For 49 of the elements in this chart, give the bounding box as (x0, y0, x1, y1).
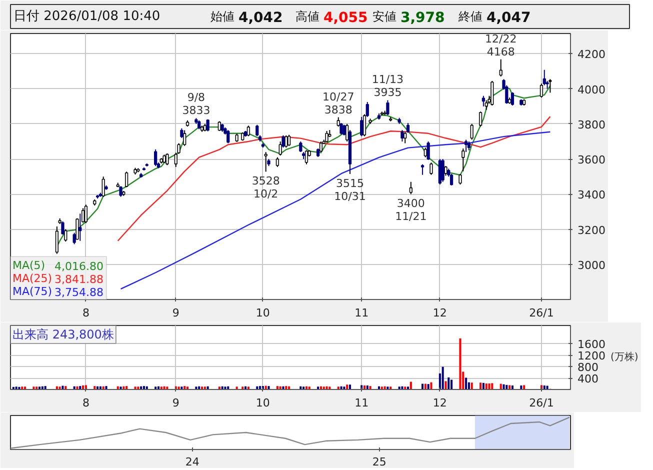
annotation: 9/8 3833 (182, 91, 210, 118)
x-tick-label: 26/1 (529, 396, 554, 410)
text: 始値 (210, 10, 234, 24)
annotation: 12/22 4168 (485, 32, 517, 58)
y-tick-label: 3600 (578, 154, 606, 167)
y-tick-label: 3400 (578, 188, 606, 202)
x-tick-label: 12 (432, 306, 447, 320)
x-tick-label: 25 (372, 456, 386, 468)
chart-title: 出来高 243,800株 (12, 328, 114, 342)
text: 3,978 (400, 10, 445, 26)
y-tick-label: 3200 (578, 224, 606, 237)
x-tick-label: 8 (82, 306, 90, 320)
x-tick-label: 10 (256, 306, 270, 320)
annotation: 3528 10/2 (252, 174, 280, 201)
annotation: 4,016.80 (54, 260, 104, 273)
y-axis-title: (万株) (610, 351, 638, 363)
chart-title: 日付 2026/01/08 10:40 (14, 9, 160, 24)
annotation: 3400 11/21 (395, 197, 427, 224)
text: 4,055 (324, 10, 368, 26)
x-tick-label: 10 (256, 396, 270, 410)
series-label: MA(5) (12, 259, 46, 272)
y-tick-label: 4200 (578, 48, 606, 62)
x-tick-label: 9 (172, 396, 180, 410)
y-tick-label: 800 (578, 361, 598, 374)
y-tick-label: 3800 (578, 118, 606, 132)
x-tick-label: 24 (185, 456, 200, 468)
annotation: 10/27 3838 (322, 90, 354, 116)
text: 4,047 (486, 10, 531, 26)
x-tick-label: 12 (432, 396, 447, 410)
x-tick-label: 8 (82, 396, 90, 410)
x-tick-label: 26/1 (529, 306, 554, 320)
y-tick-label: 4000 (578, 83, 606, 96)
annotation: 3,754.88 (54, 286, 104, 299)
text: MA(75) (12, 285, 52, 298)
y-tick-label: 1600 (578, 338, 606, 352)
text: 終値 (458, 10, 482, 24)
x-tick-label: 11 (354, 396, 369, 410)
annotation: 3515 10/31 (334, 176, 366, 203)
text: 安値 (372, 10, 396, 24)
text: MA(25) (12, 272, 52, 285)
text: 4,042 (238, 10, 283, 26)
x-tick-label: 11 (354, 306, 369, 320)
y-tick-label: 1200 (578, 350, 606, 363)
annotation: 3,841.88 (54, 273, 104, 286)
annotation: 11/13 3935 (372, 73, 404, 100)
text: 高値 (296, 10, 320, 24)
x-tick-label: 9 (172, 306, 180, 320)
y-tick-label: 3000 (578, 258, 606, 272)
y-tick-label: 400 (578, 372, 598, 386)
